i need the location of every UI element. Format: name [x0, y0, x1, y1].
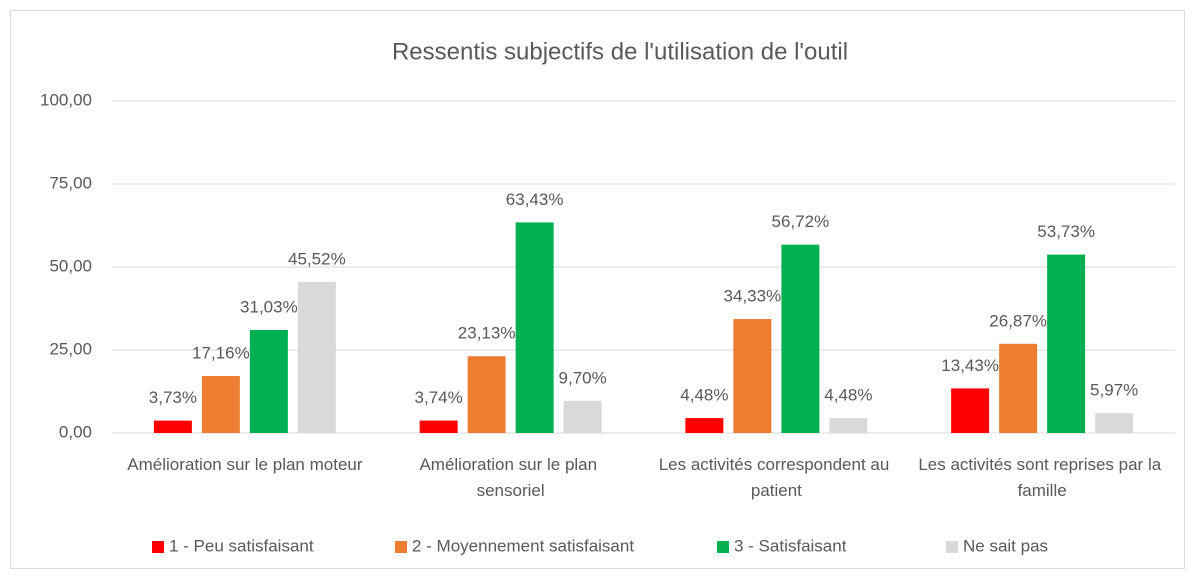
data-label: 31,03%: [240, 297, 298, 316]
legend-label: 2 - Moyennement satisfaisant: [412, 536, 634, 555]
data-label: 13,43%: [941, 356, 999, 375]
data-label: 17,16%: [192, 344, 250, 363]
data-label: 4,48%: [680, 386, 728, 405]
data-label: 3,74%: [415, 388, 463, 407]
bar: [249, 329, 288, 433]
y-tick-label: 50,00: [49, 256, 92, 275]
y-tick-label: 100,00: [40, 90, 92, 109]
bar: [201, 376, 240, 433]
legend-swatch: [395, 541, 407, 553]
data-label: 63,43%: [506, 190, 564, 209]
data-label: 26,87%: [989, 311, 1047, 330]
bar: [685, 418, 724, 433]
bar: [951, 388, 990, 433]
bar: [733, 319, 772, 433]
legend-swatch: [946, 541, 958, 553]
x-tick-label: Les activités correspondent au patient: [659, 455, 894, 500]
bar: [153, 420, 192, 433]
legend-swatch: [717, 541, 729, 553]
y-tick-label: 75,00: [49, 173, 92, 192]
legend-label: Ne sait pas: [963, 536, 1048, 555]
chart-title: Ressentis subjectifs de l'utilisation de…: [392, 38, 848, 65]
bar: [781, 244, 820, 433]
bar: [515, 222, 554, 433]
bar: [1047, 254, 1086, 433]
bar: [419, 420, 458, 433]
bar: [829, 418, 868, 433]
bar: [563, 400, 602, 433]
bar: [467, 356, 506, 433]
bar: [1095, 413, 1134, 433]
bar: [999, 343, 1038, 433]
data-label: 9,70%: [559, 368, 607, 387]
legend-label: 1 - Peu satisfaisant: [169, 536, 314, 555]
y-tick-label: 25,00: [49, 339, 92, 358]
bar: [297, 281, 336, 433]
y-tick-label: 0,00: [59, 422, 92, 441]
legend-label: 3 - Satisfaisant: [734, 536, 847, 555]
data-label: 45,52%: [288, 249, 346, 268]
data-label: 56,72%: [772, 212, 830, 231]
x-tick-label: Amélioration sur le plan sensoriel: [419, 455, 601, 500]
data-label: 23,13%: [458, 324, 516, 343]
x-tick-label: Amélioration sur le plan moteur: [127, 455, 363, 474]
legend-swatch: [152, 541, 164, 553]
chart-border: [10, 10, 1185, 569]
data-label: 34,33%: [724, 287, 782, 306]
data-label: 4,48%: [824, 386, 872, 405]
data-label: 5,97%: [1090, 381, 1138, 400]
x-tick-label: Les activités sont reprises par la famil…: [918, 455, 1166, 500]
data-label: 3,73%: [149, 388, 197, 407]
data-label: 53,73%: [1037, 222, 1095, 241]
